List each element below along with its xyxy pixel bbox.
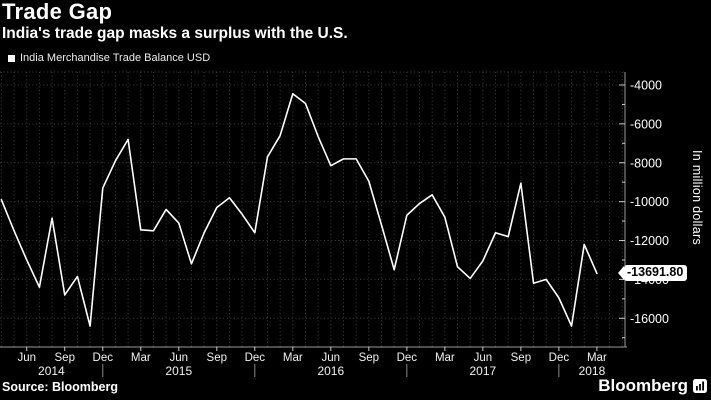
- bloomberg-brand: Bloomberg: [598, 376, 707, 396]
- bloomberg-wordmark: Bloomberg: [598, 376, 688, 395]
- vertical-gridlines: [0, 72, 623, 347]
- x-tick-label: Sep: [359, 352, 379, 364]
- year-label: 2014: [38, 364, 65, 378]
- x-tick-label: Dec: [397, 352, 418, 364]
- y-tick-label: -10000: [630, 195, 669, 209]
- year-label: 2017: [470, 364, 497, 378]
- x-tick-label: Dec: [549, 352, 570, 364]
- x-tick-label: Jun: [17, 352, 36, 364]
- page-title: Trade Gap: [2, 0, 113, 24]
- y-axis: -4000-6000-8000-10000-12000-14000-16000: [619, 79, 669, 339]
- x-tick-label: Jun: [170, 352, 189, 364]
- x-tick-label: Dec: [93, 352, 114, 364]
- x-tick-label: Dec: [245, 352, 266, 364]
- x-tick-label: Mar: [435, 352, 455, 364]
- trade-balance-line: [0, 92, 598, 327]
- y-axis-title: In million dollars: [690, 150, 704, 246]
- last-value-badge: -13691.80: [617, 265, 688, 282]
- x-tick-label: Mar: [131, 352, 151, 364]
- year-label: 2015: [165, 364, 192, 378]
- y-tick-label: -8000: [630, 156, 662, 170]
- x-tick-label: Sep: [511, 352, 531, 364]
- legend: India Merchandise Trade Balance USD: [8, 52, 210, 64]
- y-tick-label: -12000: [630, 234, 669, 248]
- chart-subtitle: India's trade gap masks a surplus with t…: [2, 25, 348, 42]
- x-tick-label: Sep: [55, 352, 75, 364]
- y-tick-label: -6000: [630, 117, 662, 131]
- bloomberg-logo-icon: [693, 379, 707, 393]
- x-axis: Jun Sep Dec Mar Jun Sep Dec Mar Jun Sep Dec Mar Jun S…: [17, 347, 607, 378]
- source-note: Source: Bloomberg: [2, 380, 118, 394]
- x-tick-label: Mar: [283, 352, 303, 364]
- y-tick-label: -4000: [630, 79, 662, 93]
- x-tick-label: Mar: [587, 352, 607, 364]
- x-tick-label: Sep: [207, 352, 227, 364]
- x-tick-label: Jun: [474, 352, 493, 364]
- legend-label: India Merchandise Trade Balance USD: [20, 52, 211, 64]
- axis-spines: [0, 72, 627, 348]
- year-label: 2018: [579, 364, 606, 378]
- y-tick-label: -16000: [630, 312, 669, 326]
- x-tick-label: Jun: [322, 352, 341, 364]
- last-value-label: -13691.80: [627, 265, 684, 280]
- year-label: 2016: [317, 364, 344, 378]
- legend-swatch-icon: [8, 54, 15, 62]
